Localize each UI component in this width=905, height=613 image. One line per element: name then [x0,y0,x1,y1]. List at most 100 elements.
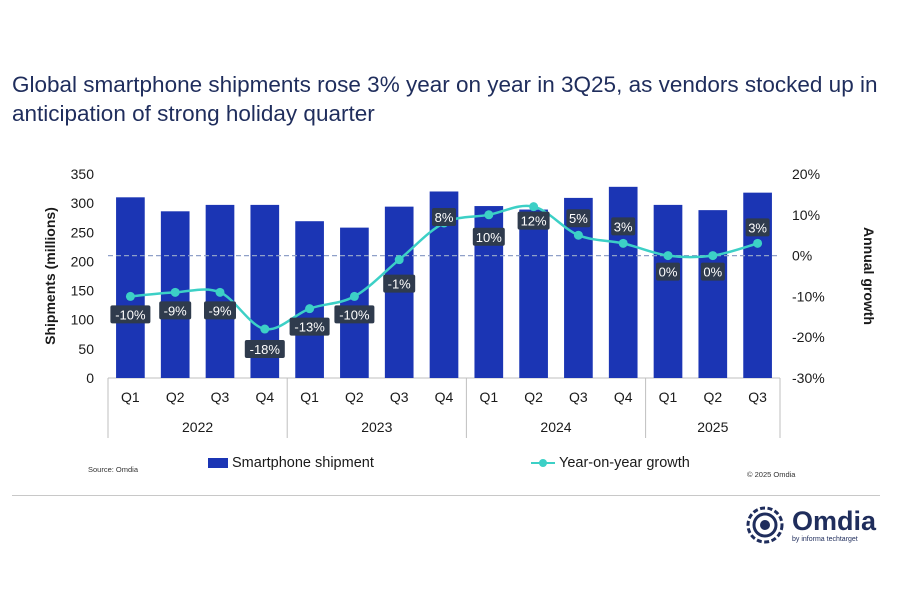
year-label: 2023 [361,419,392,435]
x-tick-label: Q1 [300,389,319,405]
growth-label-text: 12% [521,214,547,229]
y2-tick-label: 0% [792,248,812,264]
growth-label-text: -1% [388,277,412,292]
growth-label-text: 5% [569,211,588,226]
shipment-bar [653,204,683,378]
growth-point [125,291,135,301]
legend-item-shipment: Smartphone shipment [208,455,374,471]
growth-label-box [517,211,550,230]
copyright-note: © 2025 Omdia [747,470,796,479]
growth-label-box [432,207,456,226]
growth-label-box [472,227,505,246]
y-axis-title: Shipments (millions) [42,207,58,345]
y-tick-label: 50 [78,341,94,357]
growth-point [215,287,225,297]
x-tick-label: Q2 [703,389,722,405]
growth-data-label: -10% [110,305,151,324]
x-tick-label: Q3 [569,389,588,405]
chart-title: Global smartphone shipments rose 3% year… [12,72,878,126]
growth-data-label: 12% [517,211,550,230]
growth-label-text: -9% [208,303,232,318]
shipment-bar [116,197,145,378]
axes-group: 0 50 100 150 200 250 300 350 -30% -20% -10% 0% 10% 20… [42,166,877,438]
growth-label-text: 8% [435,210,454,225]
growth-data-label: 10% [472,227,505,246]
growth-point [753,238,763,248]
growth-label-box [383,274,416,293]
year-label: 2022 [182,419,213,435]
growth-label-box [289,317,330,336]
growth-label-box [244,340,285,359]
x-tick-label: Q4 [435,389,454,405]
y-tick-label: 0 [86,370,94,386]
growth-point [305,304,315,314]
y2-tick-label: -30% [792,370,825,386]
growth-data-label: -13% [289,317,330,336]
growth-point [529,202,539,212]
growth-point [394,255,404,265]
y2-tick-label: 10% [792,207,820,223]
y2-tick-label: -10% [792,288,825,304]
growth-data-label: 8% [432,207,456,226]
growth-data-label: -9% [204,301,236,320]
logo-subtitle: by informa techtarget [792,536,858,543]
growth-data-label: 5% [566,209,591,228]
y-tick-label: 100 [71,312,95,328]
growth-label-text: 0% [659,265,678,280]
growth-label-text: -9% [164,303,188,318]
growth-label-text: -13% [294,320,325,335]
growth-label-text: -10% [339,307,370,322]
footer-divider [12,495,880,496]
logo-wordmark: Omdia [792,506,877,536]
year-label: 2024 [540,419,571,435]
x-tick-label: Q4 [255,389,274,405]
x-tick-label: Q1 [479,389,498,405]
growth-label-text: 10% [476,230,502,245]
legend-label-growth: Year-on-year growth [559,455,690,471]
year-label: 2025 [697,419,728,435]
growth-label-text: 0% [703,265,722,280]
growth-data-label: 0% [656,262,680,281]
shipment-bar [519,209,548,378]
growth-point [618,238,628,248]
growth-label-box [611,217,636,236]
growth-label-text: -10% [115,307,146,322]
growth-label-box [334,305,375,324]
y-tick-label: 150 [71,283,95,299]
growth-point [349,291,359,301]
growth-label-box [656,262,680,281]
growth-data-label: -1% [383,274,416,293]
y-tick-label: 300 [71,195,95,211]
growth-point [708,251,718,261]
legend-swatch-bar [208,458,228,468]
growth-data-label: -10% [334,305,375,324]
growth-label-box [745,218,770,237]
x-tick-label: Q2 [524,389,543,405]
y2-axis-title: Annual growth [861,227,877,325]
growth-data-label: -18% [244,340,285,359]
growth-label-box [110,305,151,324]
growth-point [260,324,270,334]
x-tick-label: Q2 [345,389,364,405]
shipment-bar [340,227,369,378]
legend-label-shipment: Smartphone shipment [232,455,374,471]
shipment-bar [295,221,324,378]
growth-data-label: 0% [700,262,725,281]
shipment-bar [564,197,593,378]
y-tick-label: 250 [71,224,95,240]
x-tick-label: Q4 [614,389,633,405]
growth-point [484,210,494,220]
growth-label-text: -18% [250,342,281,357]
x-tick-label: Q3 [211,389,230,405]
x-tick-label: Q1 [659,389,678,405]
growth-point [663,251,673,261]
x-tick-label: Q3 [390,389,409,405]
growth-point [170,287,180,297]
y-tick-label: 350 [71,166,95,182]
growth-label-box [566,209,591,228]
growth-label-text: 3% [748,220,767,235]
omdia-logo-icon [746,506,784,544]
growth-label-box [204,301,236,320]
growth-labels-group: -10% -9% -9% -18% -13% -10% -1% 8% 10% 12% 5% 3% 0% 0… [110,207,770,359]
y-tick-label: 200 [71,253,95,269]
